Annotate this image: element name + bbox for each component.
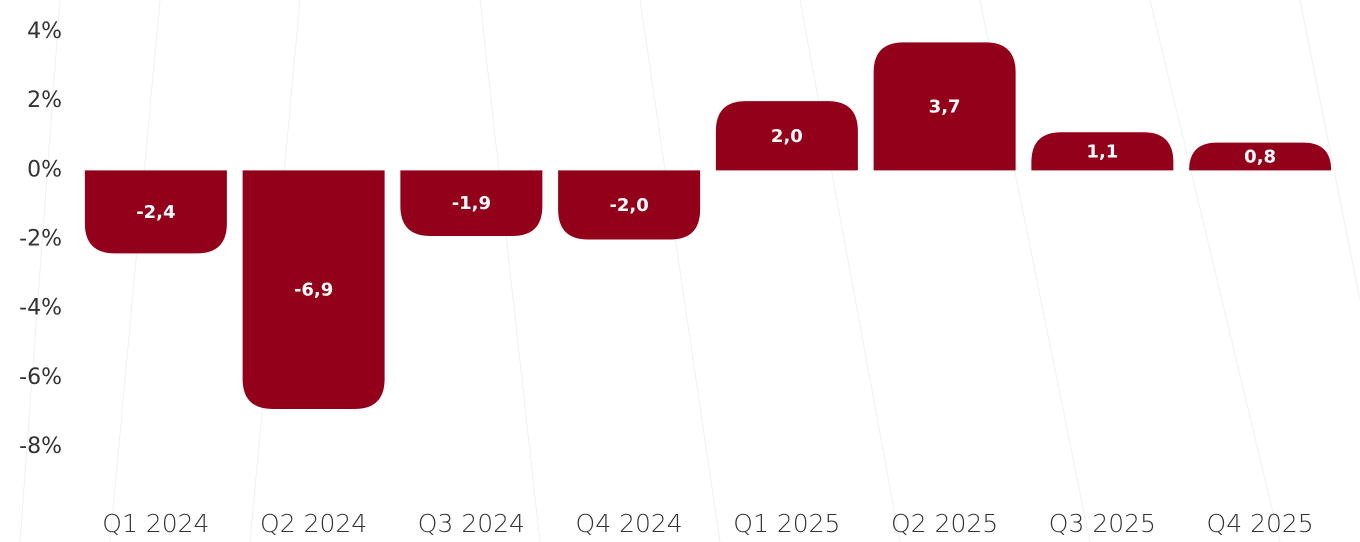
y-tick-label: 2% xyxy=(27,88,62,113)
x-tick-label: Q3 2025 xyxy=(1049,509,1156,538)
background-pattern xyxy=(19,0,1360,542)
x-tick-label: Q1 2025 xyxy=(733,509,840,538)
bar xyxy=(558,170,701,240)
value-label: -2,4 xyxy=(136,202,175,223)
bar xyxy=(1189,142,1332,171)
value-label: -6,9 xyxy=(294,280,333,301)
bar xyxy=(715,101,858,171)
value-label: 0,8 xyxy=(1244,147,1276,168)
value-label: 1,1 xyxy=(1086,141,1118,162)
y-tick-label: 4% xyxy=(27,19,62,44)
y-tick-label: -6% xyxy=(19,365,62,390)
x-tick-label: Q2 2025 xyxy=(891,509,998,538)
bar xyxy=(84,170,227,254)
y-tick-label: 0% xyxy=(27,157,62,182)
x-tick-label: Q1 2024 xyxy=(102,509,209,538)
value-label: 2,0 xyxy=(771,126,803,147)
y-tick-label: -4% xyxy=(19,296,62,321)
bar xyxy=(873,42,1016,171)
value-label: 3,7 xyxy=(929,96,961,117)
x-tick-label: Q3 2024 xyxy=(418,509,525,538)
x-tick-label: Q4 2024 xyxy=(576,509,683,538)
value-label: -2,0 xyxy=(609,195,648,216)
bar xyxy=(400,170,543,237)
x-tick-label: Q2 2024 xyxy=(260,509,367,538)
y-tick-label: -8% xyxy=(19,434,62,459)
bar xyxy=(1031,132,1174,171)
y-tick-label: -2% xyxy=(19,227,62,252)
x-tick-label: Q4 2025 xyxy=(1207,509,1314,538)
bar xyxy=(242,170,385,409)
value-label: -1,9 xyxy=(452,193,491,214)
